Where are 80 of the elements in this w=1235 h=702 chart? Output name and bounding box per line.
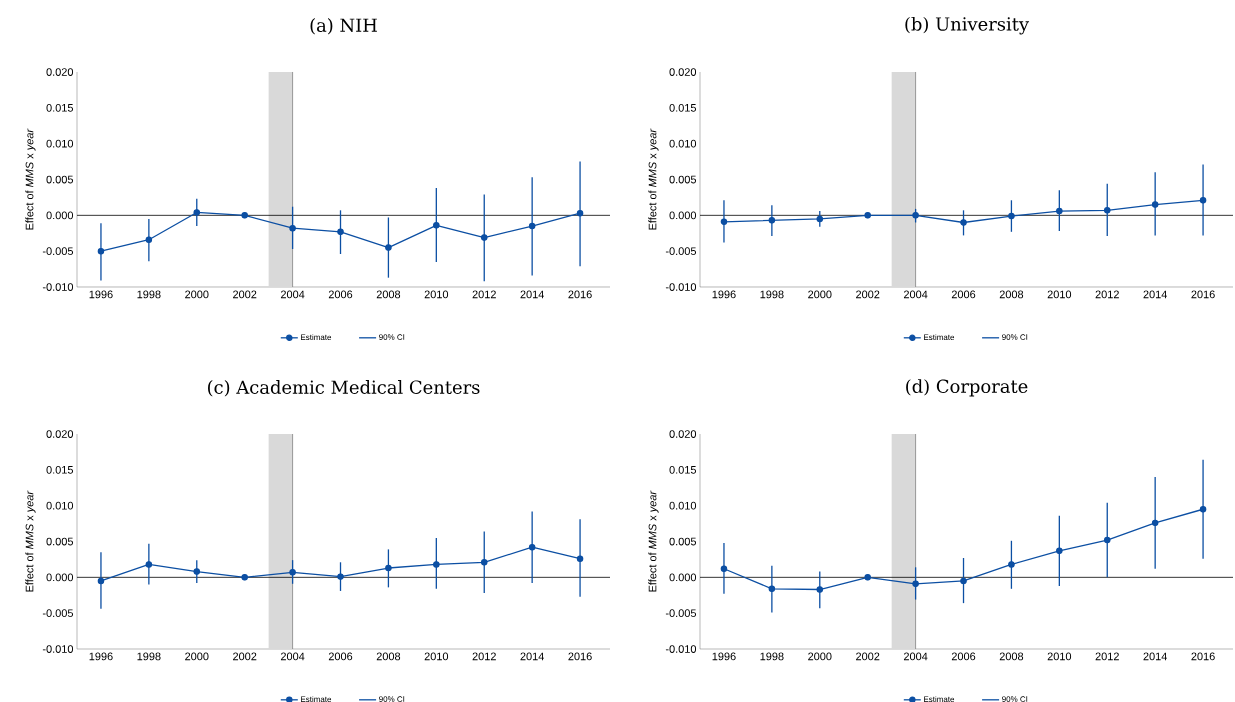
x-tick-label: 2010 xyxy=(1047,290,1072,299)
y-tick-label: -0.005 xyxy=(665,247,697,256)
x-tick-label: 2004 xyxy=(280,290,305,299)
x-tick-label: 2002 xyxy=(856,652,880,661)
x-tick-label: 2008 xyxy=(376,652,401,661)
x-tick-label: 2014 xyxy=(520,652,545,661)
y-tick-label: 0.005 xyxy=(46,175,74,184)
x-tick-label: 2010 xyxy=(424,290,449,299)
y-tick-label: 0.010 xyxy=(46,139,74,148)
y-axis-title: Effect of MMS x year xyxy=(648,490,659,592)
y-tick-label: 0.005 xyxy=(669,537,697,546)
x-tick-label: 2012 xyxy=(1095,652,1119,661)
x-tick-label: 2008 xyxy=(376,290,401,299)
x-tick-label: 2016 xyxy=(1191,652,1215,661)
x-tick-label: 2012 xyxy=(472,290,496,299)
y-tick-label: 0.020 xyxy=(669,68,697,76)
x-tick-label: 1996 xyxy=(89,290,113,299)
x-tick-label: 2016 xyxy=(568,290,592,299)
x-tick-label: 1998 xyxy=(760,652,784,661)
y-axis-title: Effect of MMS x year xyxy=(25,128,36,230)
chart-title: (d) Corporate xyxy=(906,379,1028,397)
y-tick-label: -0.010 xyxy=(665,645,697,653)
y-tick-label: -0.010 xyxy=(42,283,74,291)
x-tick-label: 1996 xyxy=(712,290,736,299)
y-tick-label: 0.015 xyxy=(669,465,697,474)
x-tick-label: 2016 xyxy=(568,652,592,661)
y-tick-label: -0.010 xyxy=(42,645,74,653)
x-tick-label: 2006 xyxy=(328,290,353,299)
x-tick-label: 1996 xyxy=(712,652,736,661)
x-tick-label: 2010 xyxy=(424,652,449,661)
x-tick-label: 2004 xyxy=(903,290,928,299)
y-tick-label: 0.010 xyxy=(669,139,697,148)
y-tick-label: -0.005 xyxy=(42,247,74,256)
x-tick-label: 1996 xyxy=(89,652,113,661)
y-tick-label: 0.000 xyxy=(669,573,697,582)
x-tick-label: 2006 xyxy=(951,290,976,299)
y-tick-label: -0.005 xyxy=(665,609,697,618)
x-tick-label: 2008 xyxy=(999,290,1024,299)
x-tick-label: 2004 xyxy=(280,652,305,661)
y-tick-label: 0.015 xyxy=(46,103,74,112)
y-tick-label: 0.020 xyxy=(46,430,74,438)
x-tick-label: 2006 xyxy=(328,652,353,661)
x-tick-label: 1998 xyxy=(760,290,784,299)
x-tick-label: 2000 xyxy=(808,290,832,299)
chart-title: (c) Academic Medical Centers xyxy=(208,380,480,397)
chart-title: (a) NIH xyxy=(310,18,377,35)
x-tick-label: 2012 xyxy=(472,652,496,661)
y-tick-label: 0.020 xyxy=(669,430,697,438)
y-tick-label: -0.005 xyxy=(42,609,74,618)
x-tick-label: 1998 xyxy=(137,652,161,661)
x-tick-label: 2014 xyxy=(1143,290,1168,299)
x-tick-label: 2008 xyxy=(999,652,1024,661)
y-axis-title: Effect of MMS x year xyxy=(25,490,36,592)
x-tick-label: 2002 xyxy=(856,290,880,299)
y-axis-title: Effect of MMS x year xyxy=(648,128,659,230)
x-tick-label: 2000 xyxy=(185,652,209,661)
y-tick-label: 0.005 xyxy=(669,175,697,184)
chart-title: (b) University xyxy=(905,16,1030,35)
x-tick-label: 2006 xyxy=(951,652,976,661)
y-tick-label: 0.010 xyxy=(46,501,74,510)
x-tick-label: 2000 xyxy=(808,652,832,661)
y-tick-label: 0.000 xyxy=(46,573,74,582)
y-tick-label: 0.000 xyxy=(669,211,697,220)
y-tick-label: 0.005 xyxy=(46,537,74,546)
x-tick-label: 2002 xyxy=(233,652,257,661)
x-tick-label: 2012 xyxy=(1095,290,1119,299)
y-tick-label: 0.020 xyxy=(46,68,74,76)
y-tick-label: 0.015 xyxy=(46,465,74,474)
x-tick-label: 1998 xyxy=(137,290,161,299)
y-tick-label: -0.010 xyxy=(665,283,697,291)
x-tick-label: 2000 xyxy=(185,290,209,299)
x-tick-label: 2002 xyxy=(233,290,257,299)
y-tick-label: 0.015 xyxy=(669,103,697,112)
x-tick-label: 2014 xyxy=(1143,652,1168,661)
x-tick-label: 2010 xyxy=(1047,652,1072,661)
x-tick-label: 2014 xyxy=(520,290,545,299)
x-tick-label: 2004 xyxy=(903,652,928,661)
y-tick-label: 0.000 xyxy=(46,211,74,220)
x-tick-label: 2016 xyxy=(1191,290,1215,299)
y-tick-label: 0.010 xyxy=(669,501,697,510)
